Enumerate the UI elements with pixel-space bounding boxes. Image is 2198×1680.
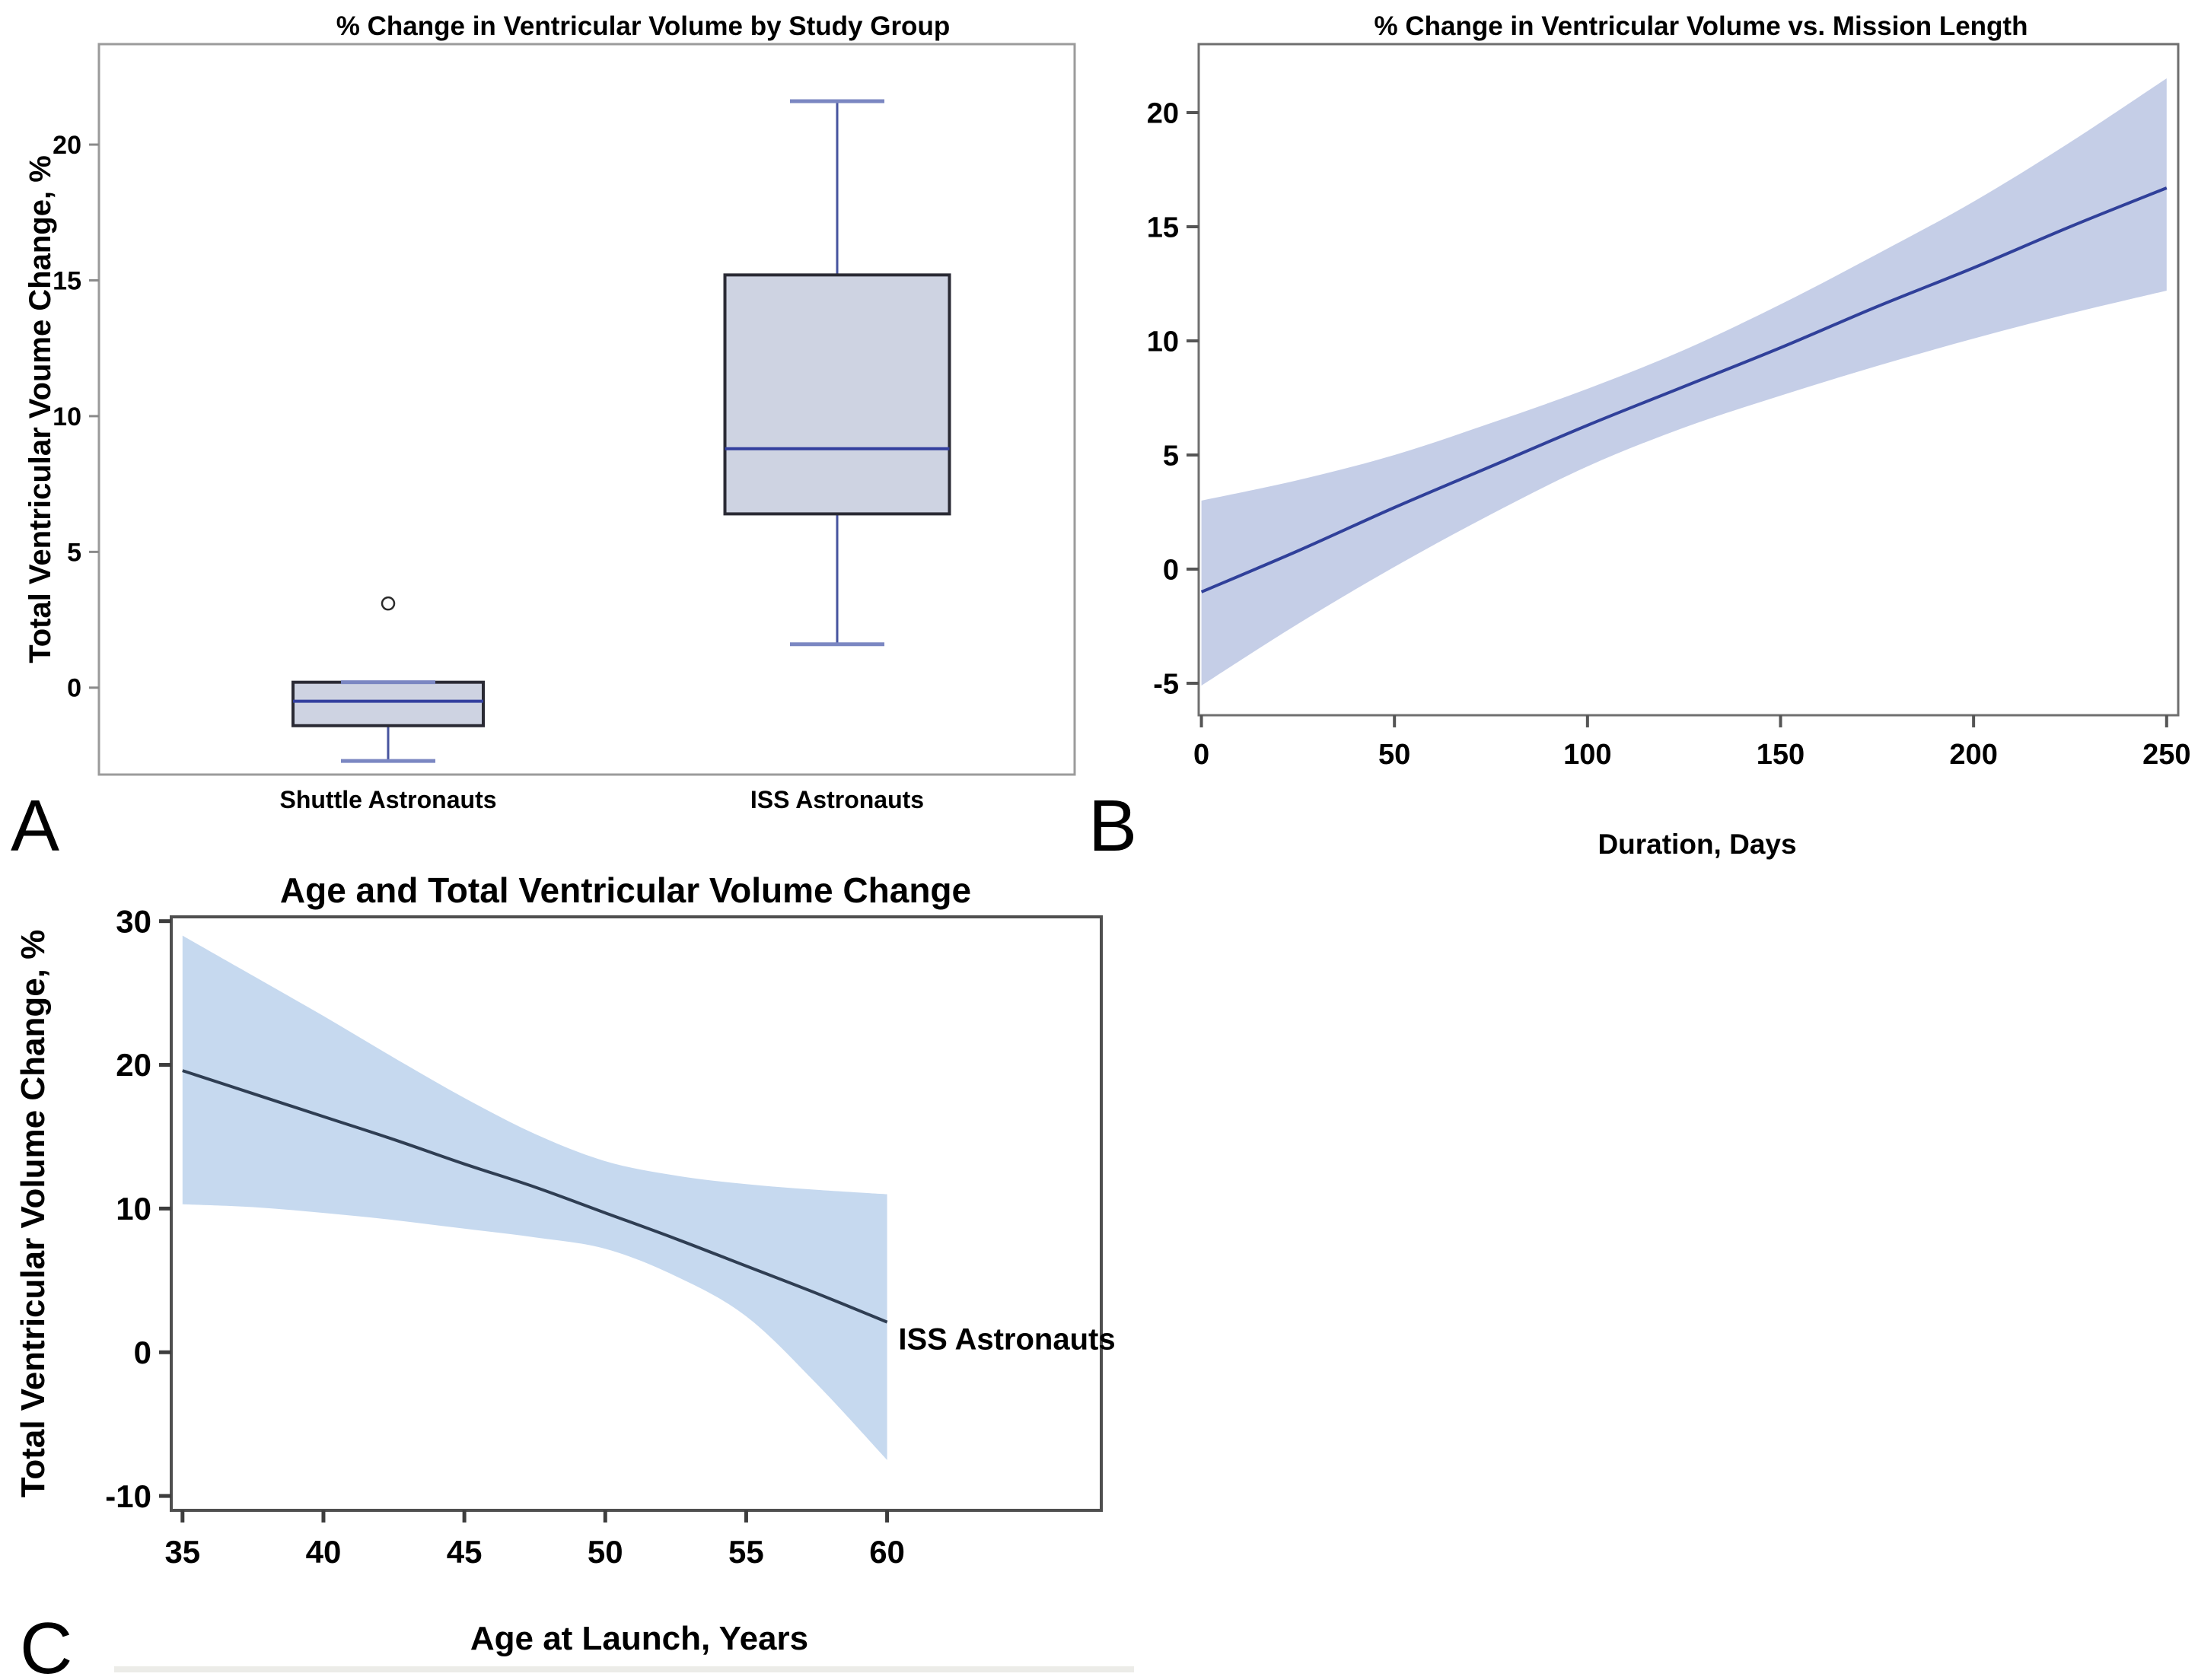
y-tick-label: 30 — [116, 903, 151, 939]
panel-b-title: % Change in Ventricular Volume vs. Missi… — [1375, 11, 2028, 41]
box — [291, 680, 485, 727]
panel-letter-a: A — [11, 785, 59, 867]
x-tick-label: 50 — [1378, 739, 1410, 771]
y-tick-label: 10 — [53, 402, 81, 431]
panel-c: Age and Total Ventricular Volume Change … — [14, 870, 1116, 1657]
y-tick-label: 20 — [116, 1047, 151, 1083]
fit-line — [182, 1069, 888, 1324]
y-tick-label: -10 — [105, 1478, 151, 1514]
confidence-band — [182, 935, 887, 1460]
panel-c-plot-frame — [170, 915, 1103, 1512]
y-tick-label: 0 — [134, 1335, 151, 1370]
panel-c-title: Age and Total Ventricular Volume Change — [280, 870, 971, 910]
panel-a-plot-frame — [97, 43, 1076, 776]
y-tick-label: 15 — [1147, 212, 1179, 243]
x-tick-label: 50 — [588, 1534, 623, 1570]
box — [723, 273, 951, 516]
x-tick-label: 55 — [728, 1534, 764, 1570]
x-tick-label: 100 — [1563, 739, 1611, 771]
x-tick-label: 0 — [1193, 739, 1209, 771]
panel-c-x-axis-label: Age at Launch, Years — [470, 1620, 808, 1657]
x-tick-label: 35 — [164, 1534, 200, 1570]
confidence-band — [1201, 78, 2167, 686]
x-tick-label: 45 — [447, 1534, 483, 1570]
y-tick-label: 15 — [53, 266, 81, 295]
x-tick-label: 40 — [306, 1534, 342, 1570]
y-tick-label: 5 — [1163, 440, 1179, 472]
panel-b: % Change in Ventricular Volume vs. Missi… — [1147, 11, 2191, 860]
x-tick-label: 60 — [869, 1534, 905, 1570]
category-label: Shuttle Astronauts — [279, 786, 496, 813]
annotation-label: ISS Astronauts — [898, 1322, 1115, 1356]
x-tick-label: 250 — [2142, 739, 2190, 771]
y-tick-label: 5 — [67, 538, 81, 567]
category-label: ISS Astronauts — [750, 786, 924, 813]
y-tick-label: 20 — [1147, 97, 1179, 129]
y-tick-label: 10 — [116, 1191, 151, 1227]
y-tick-label: 0 — [67, 674, 81, 703]
y-tick-label: -5 — [1153, 668, 1179, 700]
panel-c-plot-content: -10 0 10 20 30 35 40 45 50 55 60 ISS Astronauts — [105, 903, 1115, 1570]
x-tick-label: 200 — [1949, 739, 1997, 771]
panel-letter-b: B — [1088, 785, 1137, 867]
panel-a: % Change in Ventricular Volume by Study … — [24, 11, 1076, 813]
y-tick-label: 0 — [1163, 554, 1179, 586]
panel-a-plot-content: 0 5 10 15 20 Shuttle Astronauts ISS Astronauts — [53, 99, 951, 813]
panel-a-title: % Change in Ventricular Volume by Study … — [336, 11, 950, 41]
outlier-point — [381, 596, 396, 611]
panel-c-y-axis-label: Total Ventricular Volume Change, % — [14, 930, 52, 1498]
panel-a-y-axis-label: Total Ventricular Voume Change, % — [24, 155, 57, 663]
y-tick-label: 20 — [53, 131, 81, 160]
cropped-caption-artifact — [114, 1666, 1134, 1672]
panel-letter-c: C — [20, 1608, 72, 1680]
y-tick-label: 10 — [1147, 326, 1179, 358]
fit-line — [1200, 186, 2168, 593]
panel-b-plot-frame — [1197, 43, 2180, 717]
x-tick-label: 150 — [1757, 739, 1805, 771]
panel-b-x-axis-label: Duration, Days — [1598, 829, 1796, 860]
